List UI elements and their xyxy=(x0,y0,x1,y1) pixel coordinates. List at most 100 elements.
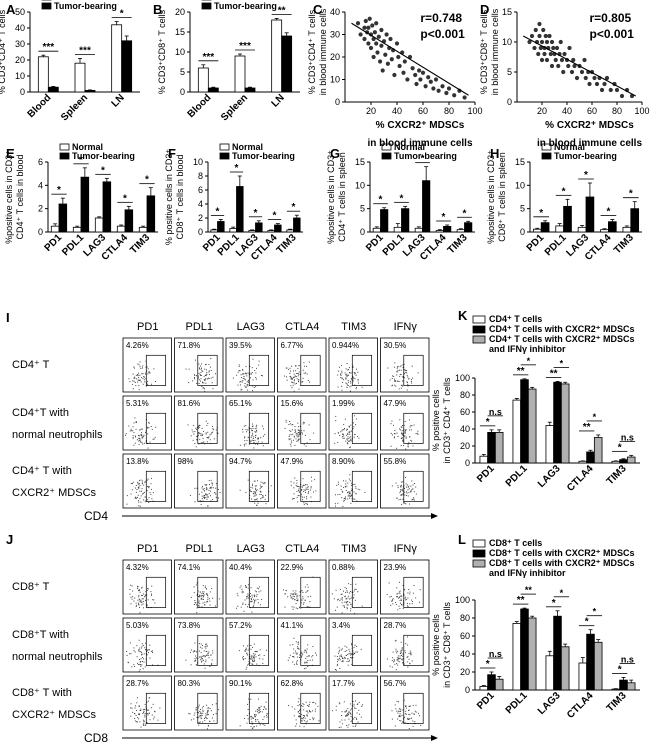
event-dot xyxy=(151,428,153,430)
event-dot xyxy=(347,433,349,435)
y-axis-label: in CD3⁺ CD4⁺ T cells xyxy=(442,377,452,463)
event-dot xyxy=(205,588,207,590)
event-dot xyxy=(348,425,350,427)
event-dot xyxy=(343,606,345,608)
event-dot xyxy=(401,494,403,496)
legend-swatch-tumor xyxy=(59,152,70,160)
event-dot xyxy=(354,373,356,375)
event-dot xyxy=(241,592,243,594)
event-dot xyxy=(209,487,211,489)
event-dot xyxy=(293,652,295,654)
event-dot xyxy=(138,594,140,596)
event-dot xyxy=(344,605,346,607)
event-dot xyxy=(345,711,347,713)
event-dot xyxy=(144,442,146,444)
event-dot xyxy=(346,725,348,727)
event-dot xyxy=(135,604,137,606)
event-dot xyxy=(146,382,148,384)
data-point xyxy=(367,16,372,21)
event-dot xyxy=(298,365,300,367)
event-dot xyxy=(138,603,140,605)
event-dot xyxy=(217,500,219,502)
event-dot xyxy=(129,589,131,591)
event-dot xyxy=(289,423,291,425)
column-header: IFNγ xyxy=(394,321,418,333)
event-dot xyxy=(303,489,305,491)
event-dot xyxy=(204,483,206,485)
event-dot xyxy=(144,599,146,601)
event-dot xyxy=(315,703,317,705)
event-dot xyxy=(398,661,400,663)
bar-tim3-0 xyxy=(611,460,621,464)
y-tick-label: 60 xyxy=(460,631,470,641)
gate-box xyxy=(300,354,321,386)
event-dot xyxy=(408,442,410,444)
significance-mark: * xyxy=(585,617,589,628)
event-dot xyxy=(192,431,194,433)
event-dot xyxy=(141,367,143,369)
event-dot xyxy=(195,446,197,448)
data-point xyxy=(402,59,407,64)
event-dot xyxy=(291,593,293,595)
event-dot xyxy=(252,440,254,442)
event-dot xyxy=(398,369,400,371)
event-dot xyxy=(345,440,347,442)
event-dot xyxy=(310,487,312,489)
gate-percentage: 73.8% xyxy=(178,621,201,630)
event-dot xyxy=(357,380,359,382)
event-dot xyxy=(402,439,404,441)
event-dot xyxy=(137,381,139,383)
event-dot xyxy=(350,583,352,585)
event-dot xyxy=(136,587,138,589)
event-dot xyxy=(257,480,259,482)
event-dot xyxy=(305,488,307,490)
event-dot xyxy=(359,713,361,715)
event-dot xyxy=(296,653,298,655)
event-dot xyxy=(134,651,136,653)
significance-mark: * xyxy=(123,193,127,204)
event-dot xyxy=(147,599,149,601)
event-dot xyxy=(131,585,133,587)
event-dot xyxy=(406,598,408,600)
event-dot xyxy=(284,427,286,429)
x-tick-label: CTLA4 xyxy=(565,690,596,721)
event-dot xyxy=(344,418,346,420)
event-dot xyxy=(305,650,307,652)
event-dot xyxy=(193,586,195,588)
event-dot xyxy=(258,712,260,714)
legend-label-normal: Normal xyxy=(54,0,85,2)
event-dot xyxy=(298,656,300,658)
event-dot xyxy=(142,492,144,494)
event-dot xyxy=(252,430,254,432)
event-dot xyxy=(303,709,305,711)
data-point xyxy=(539,39,545,45)
event-dot xyxy=(140,428,142,430)
event-dot xyxy=(126,651,128,653)
data-point xyxy=(385,61,390,66)
event-dot xyxy=(314,479,316,481)
event-dot xyxy=(201,370,203,372)
event-dot xyxy=(297,643,299,645)
event-dot xyxy=(200,378,202,380)
event-dot xyxy=(262,658,264,660)
event-dot xyxy=(143,711,145,713)
event-dot xyxy=(251,716,253,718)
event-dot xyxy=(196,439,198,441)
event-dot xyxy=(402,494,404,496)
bar-tim3-0 xyxy=(611,688,621,691)
event-dot xyxy=(305,721,307,723)
event-dot xyxy=(402,721,404,723)
event-dot xyxy=(302,485,304,487)
event-dot xyxy=(141,442,143,444)
event-dot xyxy=(139,379,141,381)
event-dot xyxy=(399,715,401,717)
event-dot xyxy=(198,600,200,602)
event-dot xyxy=(307,655,309,657)
x-tick-label: 40 xyxy=(392,106,402,116)
event-dot xyxy=(130,428,132,430)
event-dot xyxy=(348,653,350,655)
event-dot xyxy=(405,643,407,645)
y-tick-label: 8 xyxy=(198,171,203,181)
bar-pd1-1 xyxy=(217,221,225,233)
